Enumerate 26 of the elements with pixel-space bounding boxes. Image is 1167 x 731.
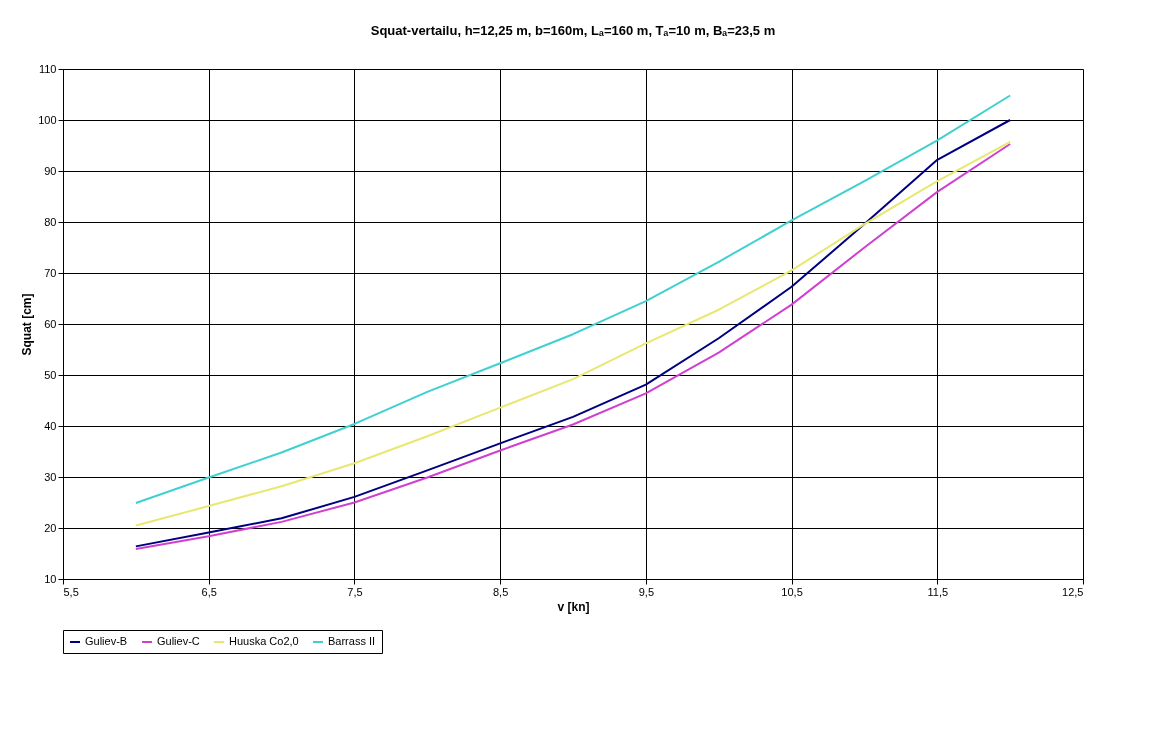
- x-tick-label: 12,5: [1062, 585, 1084, 598]
- y-tick-label: 70: [44, 266, 57, 279]
- y-tick-label: 20: [44, 521, 57, 534]
- y-axis-title: Squat [cm]: [20, 293, 35, 356]
- x-tick-label: 5,5: [63, 585, 79, 598]
- y-tick-label: 100: [38, 113, 57, 126]
- legend-label: Guliev-B: [85, 635, 128, 647]
- y-tick-label: 80: [44, 215, 57, 228]
- y-tick-label: 30: [44, 470, 57, 483]
- y-tick-label: 40: [44, 419, 57, 432]
- y-tick-label: 50: [44, 368, 57, 381]
- x-axis-title: v [kn]: [557, 599, 590, 614]
- legend-label: Huuska Co2,0: [229, 635, 299, 647]
- x-tick-label: 6,5: [201, 585, 217, 598]
- y-tick-label: 110: [38, 62, 57, 75]
- legend-label: Guliev-C: [157, 635, 200, 647]
- y-tick-label: 60: [44, 317, 57, 330]
- x-tick-label: 8,5: [492, 585, 509, 598]
- x-tick-label: 11,5: [927, 585, 949, 598]
- legend-label: Barrass II: [328, 635, 376, 647]
- chart-title: Squat-vertailu, h=12,25 m, b=160m, Lₐ=160 m, Tₐ=10 m, Bₐ=23,5 m: [370, 23, 776, 38]
- x-tick-label: 9,5: [638, 585, 655, 598]
- x-tick-label: 10,5: [781, 585, 803, 598]
- y-tick-label: 10: [44, 572, 57, 585]
- y-tick-label: 90: [44, 164, 57, 177]
- x-tick-label: 7,5: [347, 585, 363, 598]
